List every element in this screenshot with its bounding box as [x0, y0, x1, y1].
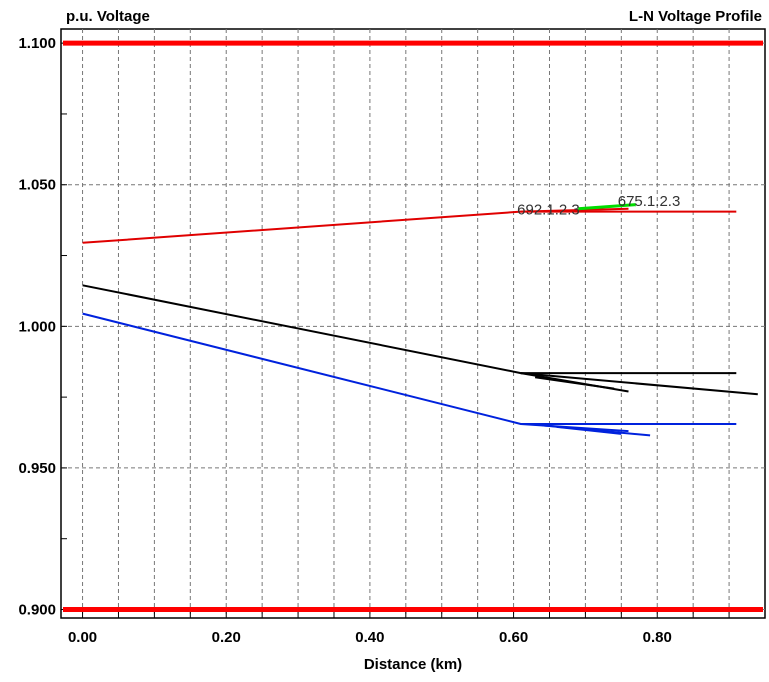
series-line-1 [520, 207, 629, 213]
series-line-10 [556, 425, 622, 435]
series-line-2 [578, 203, 636, 211]
y-tick-label-2: 1.000 [18, 318, 56, 335]
y-tick-label-0: 0.900 [18, 602, 56, 619]
x-tick-label-2: 0.40 [355, 629, 384, 646]
x-axis-title: Distance (km) [364, 656, 462, 673]
annotation-1: 675.1.2.3 [618, 193, 681, 210]
y-tick-labels: 0.900 0.950 1.000 1.050 1.100 [18, 35, 56, 618]
annotation-0: 692.1.2.3 [517, 201, 580, 218]
y-tick-label-3: 1.050 [18, 177, 56, 194]
chart-title: L-N Voltage Profile [629, 8, 762, 25]
series-line-6 [534, 376, 615, 390]
y-axis-title: p.u. Voltage [66, 8, 150, 25]
plot-area [60, 28, 766, 619]
y-tick-label-4: 1.100 [18, 35, 56, 52]
annotations: 692.1.2.3 675.1.2.3 [517, 193, 680, 218]
x-tick-label-3: 0.60 [499, 629, 528, 646]
series-line-4 [520, 372, 758, 396]
series-lines [82, 203, 758, 437]
minor-ticks [61, 42, 730, 618]
x-tick-labels: 0.00 0.20 0.40 0.60 0.80 [68, 629, 672, 646]
y-tick-label-1: 0.950 [18, 460, 56, 477]
x-tick-label-4: 0.80 [643, 629, 672, 646]
x-tick-label-0: 0.00 [68, 629, 97, 646]
x-tick-label-1: 0.20 [212, 629, 241, 646]
grid-lines [61, 29, 765, 618]
limit-lines [63, 40, 763, 613]
